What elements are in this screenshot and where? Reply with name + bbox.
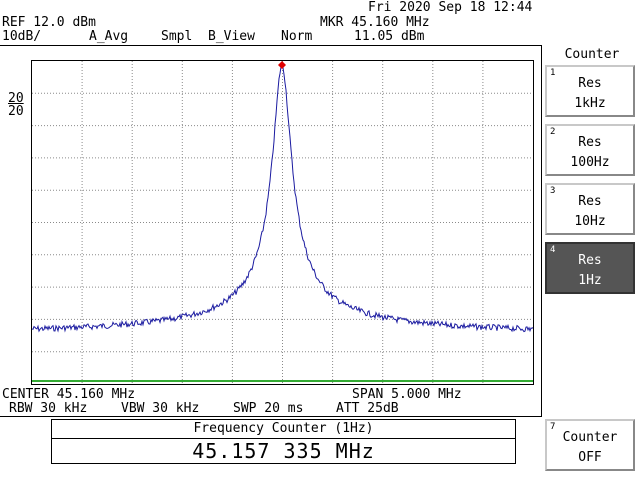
detector-label: A_Avg xyxy=(89,29,129,44)
rbw-label: RBW 30 kHz xyxy=(9,401,88,416)
softkey-label: Counter xyxy=(562,430,618,445)
marker-frequency: MKR 45.160 MHz xyxy=(320,15,430,30)
mode-label: Norm xyxy=(281,29,313,44)
softkey-res-1khz[interactable]: 1 Res 1kHz xyxy=(545,65,635,117)
softkey-label: Res xyxy=(578,253,602,268)
ref-level-label: REF 12.0 dBm xyxy=(2,15,96,30)
sweep-time-label: SWP 20 ms xyxy=(233,401,304,416)
softkey-counter-off[interactable]: 7 Counter OFF xyxy=(545,419,635,471)
softkey-number: 2 xyxy=(550,127,556,137)
center-frequency-label: CENTER 45.160 MHz xyxy=(2,387,136,402)
frequency-counter-title: Frequency Counter (1Hz) xyxy=(51,419,516,439)
sampling-label: Smpl xyxy=(161,29,193,44)
softkey-value: 1Hz xyxy=(578,273,602,288)
softkey-number: 7 xyxy=(550,422,556,432)
screen-frame-top xyxy=(0,45,542,46)
softkey-label: Res xyxy=(578,194,602,209)
screen-frame-right xyxy=(541,45,542,417)
softkey-label: Res xyxy=(578,135,602,150)
spectrum-display[interactable] xyxy=(31,60,534,385)
scale-label: 10dB/ xyxy=(2,29,42,44)
softkey-res-100hz[interactable]: 2 Res 100Hz xyxy=(545,124,635,176)
softkey-number: 4 xyxy=(550,245,556,255)
attenuation-label: ATT 25dB xyxy=(336,401,399,416)
softkey-value: 100Hz xyxy=(570,155,610,170)
screen-frame-bottom xyxy=(0,416,542,417)
vbw-label: VBW 30 kHz xyxy=(121,401,200,416)
softkey-value: 10Hz xyxy=(574,214,606,229)
softkey-number: 3 xyxy=(550,186,556,196)
softkey-res-1hz[interactable]: 4 Res 1Hz xyxy=(545,242,635,294)
span-label: SPAN 5.000 MHz xyxy=(352,387,462,402)
spectrum-trace xyxy=(32,63,533,333)
softkey-value: 1kHz xyxy=(574,96,606,111)
softkey-value: OFF xyxy=(578,450,602,465)
softkey-number: 1 xyxy=(550,68,556,78)
spectrum-trace-svg xyxy=(32,61,533,384)
frequency-counter-value: 45.157 335 MHz xyxy=(51,438,516,464)
left-scale-label-2: 20 xyxy=(8,104,24,119)
datetime-label: Fri 2020 Sep 18 12:44 xyxy=(368,0,533,15)
left-scale-label-1: 20 xyxy=(8,91,24,106)
marker-level: 11.05 dBm xyxy=(354,29,425,44)
trace-view-label: B_View xyxy=(208,29,255,44)
softkey-menu-title: Counter xyxy=(546,44,638,66)
softkey-label: Res xyxy=(578,76,602,91)
marker-diamond-icon xyxy=(278,61,286,69)
softkey-res-10hz[interactable]: 3 Res 10Hz xyxy=(545,183,635,235)
